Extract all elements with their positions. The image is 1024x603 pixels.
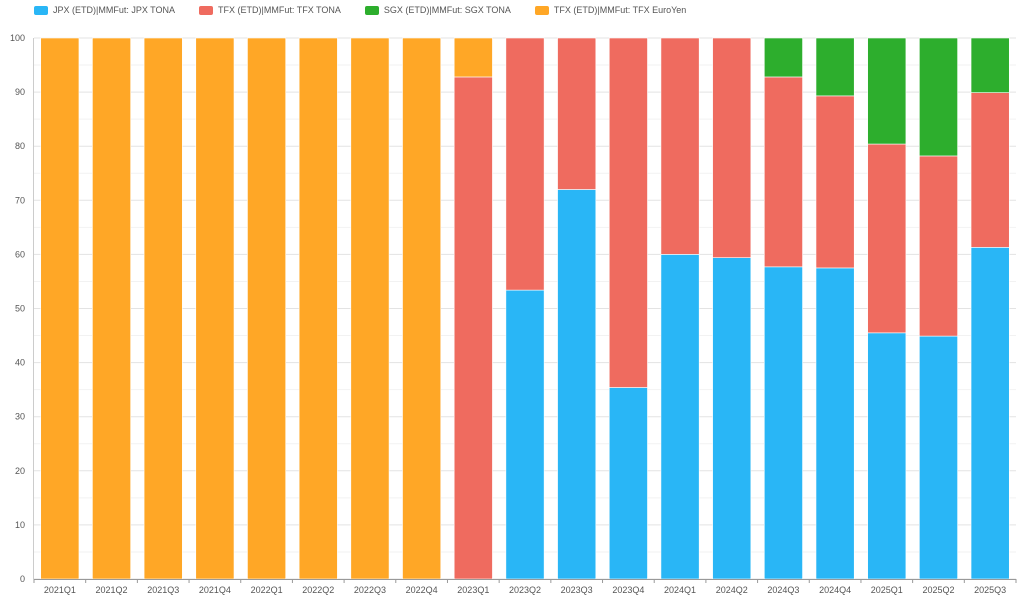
x-tick-label-2022Q3: 2022Q3	[354, 585, 386, 595]
legend-label-tfx-tona: TFX (ETD)|MMFut: TFX TONA	[218, 5, 341, 15]
legend: JPX (ETD)|MMFut: JPX TONA TFX (ETD)|MMFu…	[34, 3, 710, 17]
bar-2021Q1-series-3[interactable]	[40, 37, 80, 580]
y-tick-label-80: 80	[15, 141, 25, 151]
x-tick-label-2025Q3: 2025Q3	[974, 585, 1006, 595]
y-tick-label-70: 70	[15, 195, 25, 205]
bar-2025Q3-series-0[interactable]	[970, 247, 1010, 580]
bar-2025Q3-series-2[interactable]	[970, 37, 1010, 93]
bar-2023Q4-series-0[interactable]	[608, 387, 648, 580]
bar-2024Q4-series-1[interactable]	[815, 95, 855, 269]
bar-2023Q3-series-0[interactable]	[557, 189, 597, 580]
bar-2023Q2-series-0[interactable]	[505, 289, 545, 580]
y-tick-label-10: 10	[15, 520, 25, 530]
bar-2023Q3-series-1[interactable]	[557, 37, 597, 190]
x-tick-label-2021Q2: 2021Q2	[96, 585, 128, 595]
bar-2025Q1-series-1[interactable]	[867, 143, 907, 334]
bar-2025Q2-series-1[interactable]	[919, 155, 958, 337]
bar-2025Q3-series-1[interactable]	[970, 92, 1010, 248]
bar-2025Q2-series-2[interactable]	[919, 37, 958, 157]
x-tick-label-2025Q1: 2025Q1	[871, 585, 903, 595]
axis-layer: 0 10 20 30 40 50 60 70 80 90 100 2021Q1 2021Q2 2021Q3…	[10, 33, 1017, 595]
bar-2025Q1-series-2[interactable]	[867, 37, 907, 145]
bar-2022Q2-series-3[interactable]	[298, 37, 338, 580]
x-tick-label-2021Q3: 2021Q3	[147, 585, 179, 595]
x-tick-label-2021Q1: 2021Q1	[44, 585, 76, 595]
bar-2024Q3-series-2[interactable]	[763, 37, 803, 78]
legend-label-tfx-euroyen: TFX (ETD)|MMFut: TFX EuroYen	[553, 5, 687, 15]
x-tick-label-2023Q2: 2023Q2	[509, 585, 541, 595]
x-tick-label-2023Q3: 2023Q3	[561, 585, 593, 595]
bar-2024Q3-series-1[interactable]	[763, 76, 803, 268]
y-tick-label-50: 50	[15, 304, 25, 314]
y-tick-label-30: 30	[15, 412, 25, 422]
y-tick-label-0: 0	[20, 574, 25, 584]
bar-2024Q2-series-0[interactable]	[712, 257, 752, 580]
x-tick-label-2022Q4: 2022Q4	[406, 585, 438, 595]
legend-swatch-jpx-tona	[34, 5, 48, 15]
bar-2024Q1-series-1[interactable]	[660, 37, 700, 255]
bar-2024Q3-series-0[interactable]	[763, 266, 803, 580]
x-tick-label-2024Q1: 2024Q1	[664, 585, 696, 595]
bar-2021Q4-series-3[interactable]	[195, 37, 235, 580]
legend-item-jpx-tona[interactable]: JPX (ETD)|MMFut: JPX TONA	[34, 5, 175, 15]
bars-layer	[40, 37, 1010, 580]
bar-2021Q3-series-3[interactable]	[143, 37, 183, 580]
legend-label-sgx-tona: SGX (ETD)|MMFut: SGX TONA	[383, 5, 511, 15]
x-tick-label-2025Q2: 2025Q2	[922, 585, 954, 595]
bar-2024Q2-series-1[interactable]	[712, 37, 752, 258]
legend-item-tfx-tona[interactable]: TFX (ETD)|MMFut: TFX TONA	[199, 5, 341, 15]
y-tick-label-40: 40	[15, 358, 25, 368]
legend-swatch-tfx-tona	[199, 5, 214, 15]
bar-2024Q4-series-0[interactable]	[815, 267, 855, 580]
x-tick-label-2022Q1: 2022Q1	[251, 585, 283, 595]
legend-label-jpx-tona: JPX (ETD)|MMFut: JPX TONA	[53, 5, 176, 15]
bar-2024Q4-series-2[interactable]	[815, 37, 855, 97]
x-tick-label-2022Q2: 2022Q2	[302, 585, 334, 595]
bar-2022Q4-series-3[interactable]	[402, 37, 442, 580]
legend-item-sgx-tona[interactable]: SGX (ETD)|MMFut: SGX TONA	[364, 5, 511, 15]
x-tick-label-2024Q4: 2024Q4	[819, 585, 851, 595]
x-tick-label-2023Q4: 2023Q4	[612, 585, 644, 595]
bar-2023Q1-series-1[interactable]	[453, 76, 493, 580]
bar-2024Q1-series-0[interactable]	[660, 254, 700, 580]
x-tick-label-2023Q1: 2023Q1	[457, 585, 489, 595]
bar-2023Q1-series-3[interactable]	[453, 37, 493, 78]
bar-2022Q1-series-3[interactable]	[247, 37, 287, 580]
bar-2022Q3-series-3[interactable]	[350, 37, 390, 580]
y-tick-label-60: 60	[15, 249, 25, 259]
y-tick-label-100: 100	[10, 33, 25, 43]
x-tick-label-2024Q2: 2024Q2	[716, 585, 748, 595]
x-tick-label-2024Q3: 2024Q3	[767, 585, 799, 595]
bar-2021Q2-series-3[interactable]	[92, 37, 131, 580]
bar-2025Q2-series-0[interactable]	[919, 335, 958, 580]
legend-item-tfx-euroyen[interactable]: TFX (ETD)|MMFut: TFX EuroYen	[534, 5, 687, 15]
legend-swatch-tfx-euroyen	[534, 5, 549, 15]
y-tick-label-90: 90	[15, 87, 25, 97]
x-tick-label-2021Q4: 2021Q4	[199, 585, 231, 595]
bar-2023Q4-series-1[interactable]	[608, 37, 648, 388]
bar-2025Q1-series-0[interactable]	[867, 332, 907, 580]
bar-2023Q2-series-1[interactable]	[505, 37, 545, 291]
y-tick-label-20: 20	[15, 466, 25, 476]
legend-swatch-sgx-tona	[364, 5, 379, 15]
